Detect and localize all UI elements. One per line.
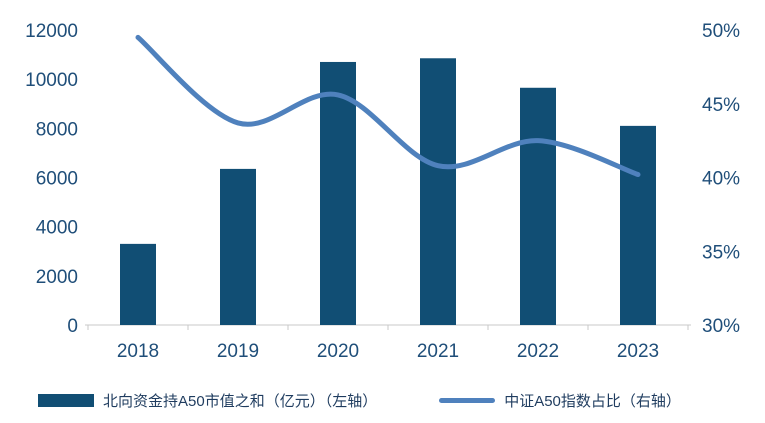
- left-axis-tick-label: 2000: [36, 267, 78, 288]
- legend-bar-label: 北向资金持A50市值之和（亿元）（左轴）: [103, 393, 378, 410]
- bar-2020: [320, 61, 356, 325]
- bar-2018: [120, 243, 156, 325]
- legend-item-line-series: 中证A50指数占比（右轴）: [439, 390, 681, 411]
- trend-line: [135, 34, 641, 178]
- legend-bar-swatch: [38, 394, 94, 407]
- left-axis-tick-label: 8000: [36, 119, 78, 140]
- right-axis-tick-label: 30%: [702, 316, 740, 337]
- x-axis-label: 2018: [117, 341, 159, 362]
- legend-line-label: 中证A50指数占比（右轴）: [504, 393, 681, 410]
- right-axis-tick-label: 50%: [702, 21, 740, 42]
- legend-item-bar-series: 北向资金持A50市值之和（亿元）（左轴）: [38, 390, 377, 411]
- x-axis-label: 2021: [417, 341, 459, 362]
- left-axis-tick-label: 6000: [36, 169, 78, 190]
- bar-2022: [520, 87, 556, 325]
- legend: 北向资金持A50市值之和（亿元）（左轴） 中证A50指数占比（右轴）: [0, 390, 765, 411]
- bar-2023: [620, 125, 656, 325]
- bar-2021: [420, 58, 456, 325]
- x-axis-label: 2019: [217, 341, 259, 362]
- right-axis-tick-label: 45%: [702, 95, 740, 116]
- left-axis-tick-label: 0: [67, 316, 78, 337]
- left-axis-tick-label: 10000: [25, 70, 78, 91]
- left-axis-tick-label: 12000: [25, 21, 78, 42]
- legend-line-swatch: [439, 398, 496, 403]
- right-axis-tick-label: 40%: [702, 169, 740, 190]
- combo-chart: 0 2000 4000 6000 8000 10000 12000 30% 35% 40% 45% 5…: [25, 21, 740, 362]
- right-axis-tick-label: 35%: [702, 242, 740, 263]
- x-axis-label: 2023: [617, 341, 659, 362]
- x-axis-label: 2020: [317, 341, 359, 362]
- x-axis-label: 2022: [517, 341, 559, 362]
- left-axis-tick-label: 4000: [36, 218, 78, 239]
- bar-2019: [220, 168, 256, 325]
